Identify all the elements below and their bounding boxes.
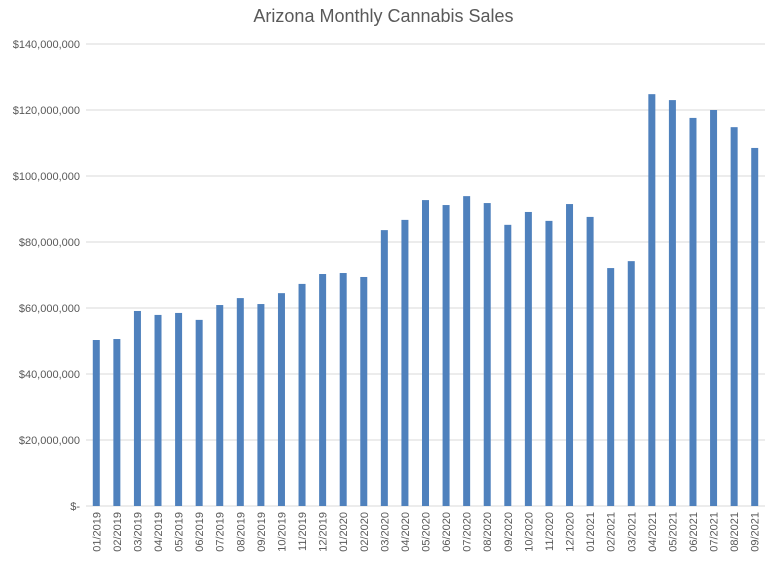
x-tick-label: 09/2021 xyxy=(750,512,762,552)
bar xyxy=(277,293,285,506)
x-tick-label: 12/2020 xyxy=(565,512,577,552)
bar xyxy=(545,220,553,506)
bar xyxy=(401,219,409,506)
x-tick-label: 08/2021 xyxy=(729,512,741,552)
bar xyxy=(216,305,224,506)
x-tick-label: 03/2019 xyxy=(132,512,144,552)
x-tick-label: 03/2021 xyxy=(626,512,638,552)
x-tick-label: 02/2019 xyxy=(112,512,124,552)
x-tick-label: 08/2020 xyxy=(482,512,494,552)
x-tick-label: 06/2021 xyxy=(688,512,700,552)
x-tick-label: 11/2020 xyxy=(544,512,556,551)
x-tick-label: 02/2020 xyxy=(359,512,371,552)
bar xyxy=(648,94,656,506)
x-tick-label: 04/2020 xyxy=(400,512,412,552)
bar xyxy=(710,110,718,506)
x-tick-label: 05/2020 xyxy=(421,512,433,552)
bar xyxy=(257,304,265,506)
bar xyxy=(483,203,491,506)
x-tick-label: 11/2019 xyxy=(297,512,309,551)
y-tick-label: $40,000,000 xyxy=(19,369,80,381)
x-tick-label: 07/2019 xyxy=(215,512,227,552)
bar xyxy=(689,117,697,507)
bar xyxy=(360,276,368,506)
y-tick-label: $140,000,000 xyxy=(13,39,80,51)
x-tick-label: 01/2021 xyxy=(585,512,597,552)
y-tick-label: $80,000,000 xyxy=(19,237,80,249)
y-tick-label: $100,000,000 xyxy=(13,171,80,183)
bar xyxy=(524,211,532,506)
bar xyxy=(627,261,635,506)
y-tick-label: $60,000,000 xyxy=(19,303,80,315)
bar xyxy=(586,216,594,507)
y-tick-label: $20,000,000 xyxy=(19,435,80,447)
bar xyxy=(607,268,615,506)
bar xyxy=(504,224,512,506)
bar xyxy=(730,127,738,506)
bar xyxy=(566,204,574,507)
x-tick-label: 08/2019 xyxy=(235,512,247,552)
x-tick-label: 04/2019 xyxy=(153,512,165,552)
bar xyxy=(442,205,450,507)
x-tick-label: 05/2019 xyxy=(174,512,186,552)
bar xyxy=(195,319,203,506)
bar xyxy=(380,230,388,506)
bar xyxy=(113,339,121,506)
bar xyxy=(668,100,676,506)
bar xyxy=(154,314,162,506)
bar xyxy=(236,298,244,506)
x-tick-label: 09/2020 xyxy=(503,512,515,552)
x-tick-label: 12/2019 xyxy=(318,512,330,552)
bar xyxy=(463,196,471,506)
x-tick-label: 06/2019 xyxy=(194,512,206,552)
bar xyxy=(133,310,141,506)
x-tick-label: 09/2019 xyxy=(256,512,268,552)
bar xyxy=(319,274,327,506)
x-tick-label: 10/2020 xyxy=(523,512,535,552)
x-tick-label: 03/2020 xyxy=(379,512,391,552)
chart-title: Arizona Monthly Cannabis Sales xyxy=(253,6,514,26)
x-tick-label: 01/2020 xyxy=(338,512,350,552)
x-tick-label: 07/2021 xyxy=(709,512,721,552)
bar xyxy=(422,200,429,506)
bar xyxy=(298,283,306,506)
x-tick-label: 04/2021 xyxy=(647,512,659,552)
y-tick-label: $- xyxy=(70,501,80,513)
x-tick-label: 05/2021 xyxy=(667,512,679,552)
bar xyxy=(751,147,759,506)
y-tick-label: $120,000,000 xyxy=(13,105,80,117)
bar xyxy=(175,312,183,506)
x-tick-label: 07/2020 xyxy=(462,512,474,552)
bar xyxy=(339,273,347,506)
x-tick-label: 02/2021 xyxy=(606,512,618,552)
bar xyxy=(92,340,100,506)
x-tick-label: 01/2019 xyxy=(91,512,103,552)
x-tick-label: 10/2019 xyxy=(276,512,288,552)
x-tick-label: 06/2020 xyxy=(441,512,453,552)
